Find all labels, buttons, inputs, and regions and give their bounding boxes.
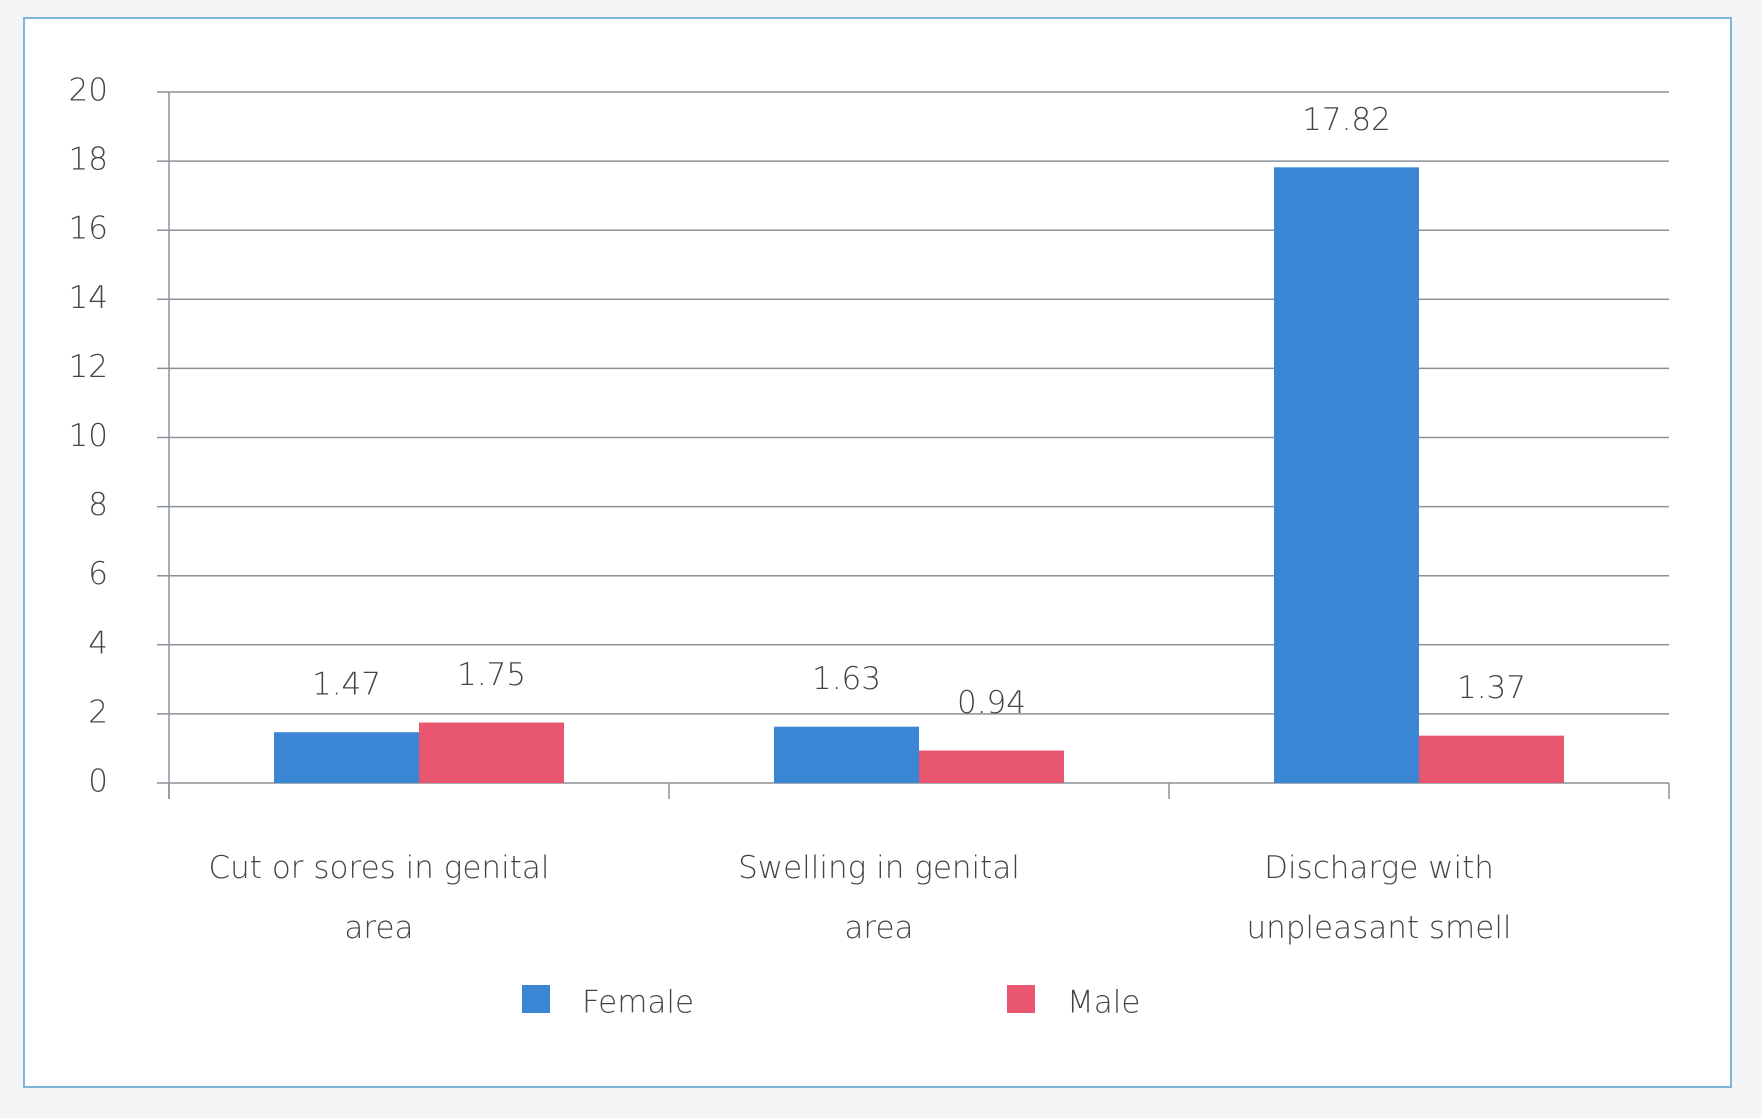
legend-label: Male xyxy=(1067,985,1140,1021)
y-tick-label: 0 xyxy=(88,764,108,800)
value-label: 1.75 xyxy=(457,657,526,693)
y-tick-label: 12 xyxy=(69,349,108,385)
bar xyxy=(274,732,419,783)
bar xyxy=(419,722,564,783)
legend-swatch xyxy=(522,985,550,1013)
y-tick-label: 16 xyxy=(69,211,108,247)
y-tick-label: 2 xyxy=(88,694,108,730)
y-tick-label: 14 xyxy=(69,280,108,316)
frame xyxy=(23,17,1732,1088)
bar xyxy=(1419,735,1564,783)
value-label: 1.63 xyxy=(812,661,881,697)
y-tick-label: 8 xyxy=(88,487,108,523)
value-label: 17.82 xyxy=(1302,102,1391,138)
bar xyxy=(919,750,1064,783)
x-tick-label: Cut or sores in genital area xyxy=(208,850,550,946)
x-tick-label: Swelling in genital area xyxy=(738,850,1020,946)
bar xyxy=(1274,167,1419,784)
y-tick-label: 20 xyxy=(69,73,108,109)
y-tick-label: 18 xyxy=(69,142,108,178)
y-tick-label: 6 xyxy=(88,556,108,592)
y-tick-label: 4 xyxy=(88,625,108,661)
value-label: 1.47 xyxy=(312,667,381,703)
bar xyxy=(774,726,919,783)
x-tick-label: Discharge with unpleasant smell xyxy=(1246,850,1512,946)
value-label: 1.37 xyxy=(1457,670,1526,706)
legend-label: Female xyxy=(582,985,694,1021)
y-tick-label: 10 xyxy=(69,418,108,454)
legend-swatch xyxy=(1007,985,1035,1013)
value-label: 0.94 xyxy=(957,685,1026,721)
